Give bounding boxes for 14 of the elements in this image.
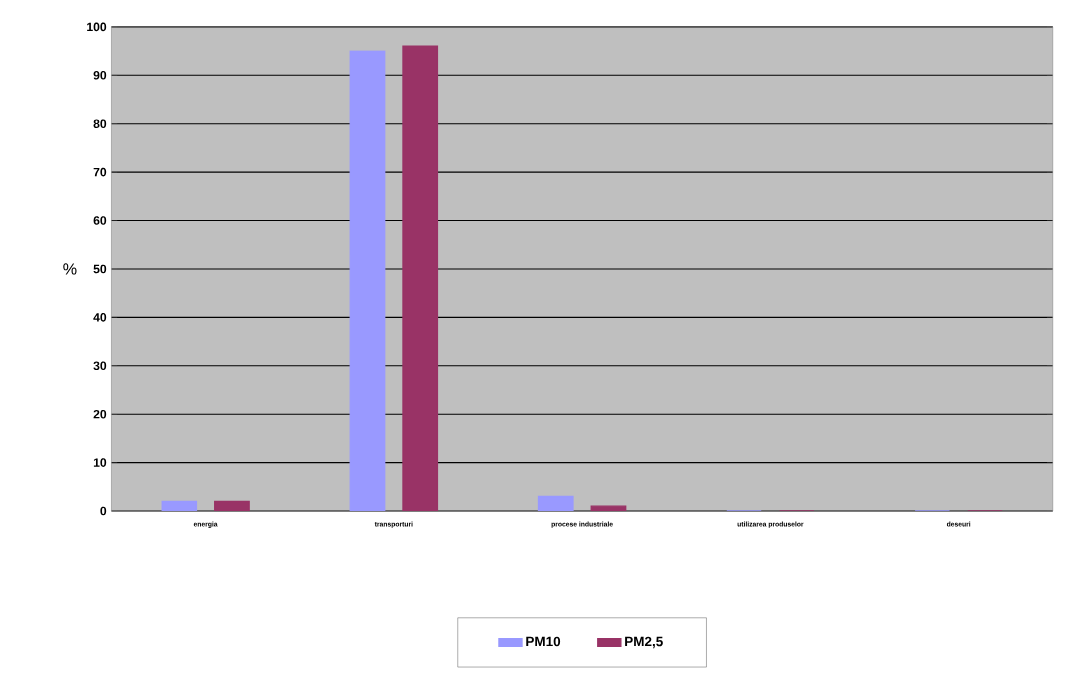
y-tick-label: 30 — [93, 361, 107, 371]
y-tick-label: 60 — [93, 216, 107, 225]
y-tick-label: 0 — [100, 506, 107, 516]
y-tick-label: 20 — [93, 410, 107, 419]
y-tick-label: 100 — [87, 22, 107, 32]
y-tick-label: 40 — [93, 313, 107, 322]
legend-label: PM2,5 — [625, 636, 663, 649]
y-tick-label: 90 — [93, 71, 107, 80]
y-tick-label: 80 — [93, 119, 107, 129]
y-axis-title: % — [63, 263, 77, 275]
legend-label: PM10 — [526, 636, 561, 647]
y-tick-label: 10 — [93, 458, 107, 468]
y-tick-label: 50 — [93, 264, 107, 274]
y-tick-label: 70 — [93, 167, 107, 177]
